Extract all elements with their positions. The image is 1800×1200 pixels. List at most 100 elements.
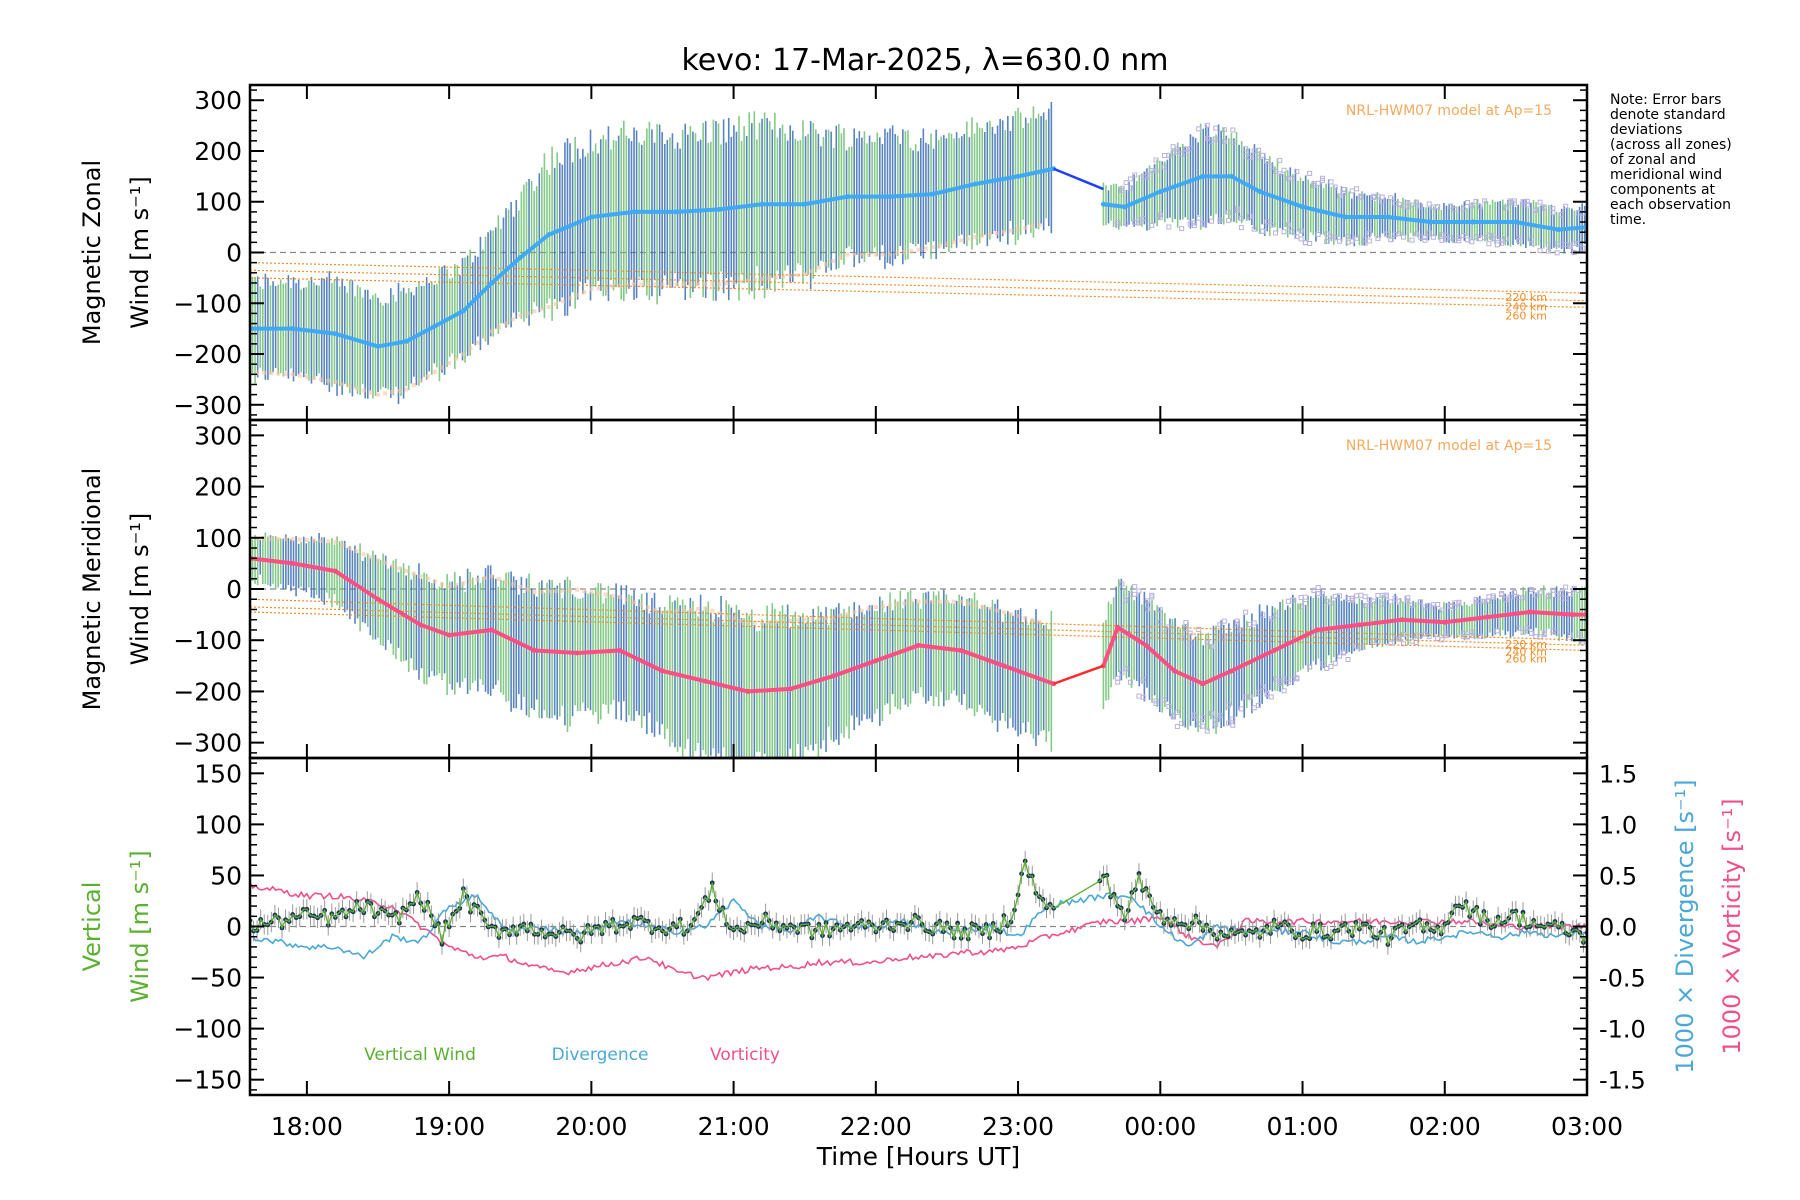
zone-point	[1260, 152, 1266, 158]
model-line-2	[250, 611, 1587, 652]
zone-point	[1324, 665, 1330, 671]
y-tick-label: 200	[194, 137, 242, 166]
zone-point	[1298, 228, 1304, 234]
zone-point	[1354, 593, 1360, 599]
mean-line-point	[844, 194, 850, 200]
zone-point	[582, 290, 587, 295]
x-axis-label: Time [Hours UT]	[816, 1142, 1020, 1171]
y2-tick-label: 0.0	[1599, 914, 1637, 942]
zone-point	[1230, 722, 1236, 728]
plot-area-vertical	[250, 850, 1587, 982]
zone-point	[1490, 595, 1496, 601]
zone-point	[1226, 209, 1232, 215]
zone-point	[1179, 226, 1185, 232]
zone-point	[1281, 676, 1287, 682]
zone-point	[1170, 144, 1176, 150]
zone-point	[731, 616, 736, 621]
zone-point	[276, 536, 281, 541]
zone-point	[1418, 599, 1424, 605]
zone-point	[916, 247, 921, 252]
zone-point	[297, 537, 302, 542]
mean-line-point	[1001, 663, 1007, 669]
zone-point	[1157, 212, 1163, 218]
zone-point	[1183, 626, 1189, 632]
y-axis-label-line2: Wind [m s⁻¹]	[126, 513, 154, 665]
y2-tick-label: -1.0	[1599, 1016, 1646, 1044]
zone-point	[1001, 229, 1006, 234]
zone-point	[703, 282, 708, 287]
zone-point	[560, 299, 565, 304]
zone-point	[568, 588, 573, 593]
zone-point	[1482, 198, 1488, 204]
zone-point	[994, 608, 999, 613]
zone-point	[1537, 199, 1543, 205]
zone-point	[269, 536, 274, 541]
zone-point	[1234, 208, 1240, 214]
legend-divergence: Divergence	[552, 1045, 649, 1065]
zone-point	[1460, 206, 1466, 212]
zone-point	[354, 549, 359, 554]
zone-point	[1452, 206, 1458, 212]
x-tick-label: 23:00	[982, 1112, 1054, 1141]
zone-point	[1358, 592, 1364, 598]
zone-point	[1247, 694, 1253, 700]
model-line-0	[250, 598, 1587, 641]
mean-line-point	[674, 209, 680, 215]
note-line: denote standard	[1610, 107, 1726, 123]
zone-point	[468, 346, 473, 351]
zone-point	[1524, 625, 1530, 631]
mean-line-point	[460, 308, 466, 314]
y-tick-label: −50	[189, 964, 242, 993]
zone-point	[902, 250, 907, 255]
zone-point	[333, 539, 338, 544]
zone-point	[1162, 697, 1168, 703]
zone-point	[575, 587, 580, 592]
zone-point	[1345, 233, 1351, 239]
zone-point	[1426, 634, 1432, 640]
zone-point	[987, 606, 992, 611]
y-tick-label: 300	[194, 421, 242, 450]
zone-point	[1273, 613, 1279, 619]
zone-point	[1563, 595, 1569, 601]
note-line: deviations	[1610, 122, 1682, 138]
x-tick-label: 19:00	[413, 1112, 485, 1141]
zone-point	[1328, 664, 1334, 670]
zone-point	[1200, 714, 1206, 720]
zone-point	[568, 296, 573, 301]
zone-point	[809, 268, 814, 273]
mean-line-late-point	[1172, 668, 1178, 674]
y-tick-label: 200	[194, 473, 242, 502]
zone-point	[1541, 205, 1547, 211]
zone-point	[496, 577, 501, 582]
zone-point	[361, 388, 366, 393]
zone-point	[1213, 722, 1219, 728]
zone-point	[304, 374, 309, 379]
zone-point	[1409, 602, 1415, 608]
zone-point	[603, 285, 608, 290]
zone-point	[1140, 677, 1146, 683]
zone-point	[880, 252, 885, 257]
zone-point	[1456, 235, 1462, 241]
zone-point	[1426, 230, 1432, 236]
zone-point	[1174, 709, 1180, 715]
mean-line-point	[916, 642, 921, 648]
y-tick-label: 150	[194, 759, 242, 788]
mean-line-point	[802, 201, 808, 207]
zone-point	[589, 287, 594, 292]
zone-point	[816, 616, 821, 621]
zone-point	[1251, 226, 1257, 232]
mean-line-point	[375, 596, 381, 602]
zone-point	[1550, 587, 1556, 593]
zone-point	[1213, 136, 1219, 142]
zone-point	[1362, 594, 1368, 600]
zone-point	[1209, 139, 1215, 145]
zone-point	[1383, 231, 1389, 237]
zone-point	[1217, 622, 1223, 628]
zone-point	[368, 390, 373, 395]
zone-point	[1366, 603, 1372, 609]
zone-point	[980, 605, 985, 610]
zone-point	[1307, 664, 1313, 670]
zone-point	[1234, 621, 1240, 627]
zone-point	[1554, 250, 1560, 256]
